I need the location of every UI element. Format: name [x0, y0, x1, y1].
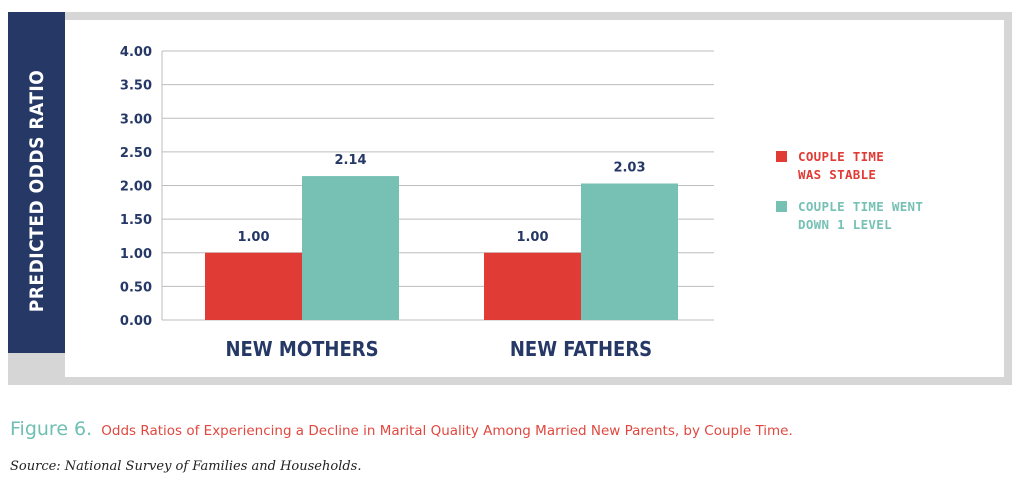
bar	[205, 252, 302, 320]
x-category-label: NEW MOTHERS	[225, 337, 378, 361]
y-tick-label: 1.00	[120, 247, 152, 262]
bar-value-label: 1.00	[516, 230, 548, 245]
figure-number: Figure 6.	[10, 418, 93, 440]
legend-item-down: COUPLE TIME WENT DOWN 1 LEVEL	[776, 198, 976, 234]
figure-caption: Figure 6. Odds Ratios of Experiencing a …	[10, 418, 793, 440]
bar	[581, 183, 678, 320]
legend-item-stable: COUPLE TIME WAS STABLE	[776, 148, 976, 184]
y-tick-label: 1.50	[120, 213, 152, 228]
legend-swatch-down	[776, 201, 787, 212]
legend-swatch-stable	[776, 151, 787, 162]
source-note: Source: National Survey of Families and …	[10, 459, 362, 474]
legend-label-down: COUPLE TIME WENT DOWN 1 LEVEL	[798, 199, 924, 232]
figure-caption-text: Odds Ratios of Experiencing a Decline in…	[101, 423, 793, 439]
chart-frame	[8, 12, 1012, 385]
bar-value-label: 2.03	[613, 160, 645, 175]
y-tick-label: 3.50	[120, 79, 152, 94]
y-tick-label: 4.00	[120, 45, 152, 60]
bar-value-label: 2.14	[334, 153, 366, 168]
bar-value-label: 1.00	[237, 230, 269, 245]
legend: COUPLE TIME WAS STABLE COUPLE TIME WENT …	[776, 148, 976, 248]
y-tick-label: 2.00	[120, 180, 152, 195]
legend-label-stable: COUPLE TIME WAS STABLE	[798, 149, 885, 182]
x-category-label: NEW FATHERS	[510, 337, 652, 361]
y-tick-label: 2.50	[120, 146, 152, 161]
bar	[302, 176, 399, 320]
bar	[484, 252, 581, 320]
y-tick-label: 3.00	[120, 112, 152, 127]
y-axis-title-band	[8, 12, 65, 353]
y-tick-label: 0.50	[120, 280, 152, 295]
y-tick-label: 0.00	[120, 314, 152, 329]
